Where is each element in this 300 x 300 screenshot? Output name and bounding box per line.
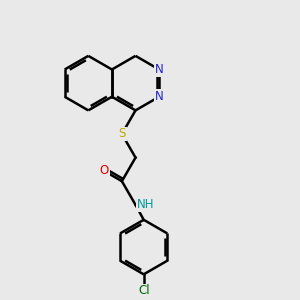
Text: O: O: [100, 164, 109, 178]
Text: S: S: [118, 128, 126, 140]
Text: N: N: [155, 63, 164, 76]
Text: N: N: [155, 90, 164, 103]
Text: Cl: Cl: [138, 284, 149, 298]
Text: NH: NH: [137, 198, 154, 211]
